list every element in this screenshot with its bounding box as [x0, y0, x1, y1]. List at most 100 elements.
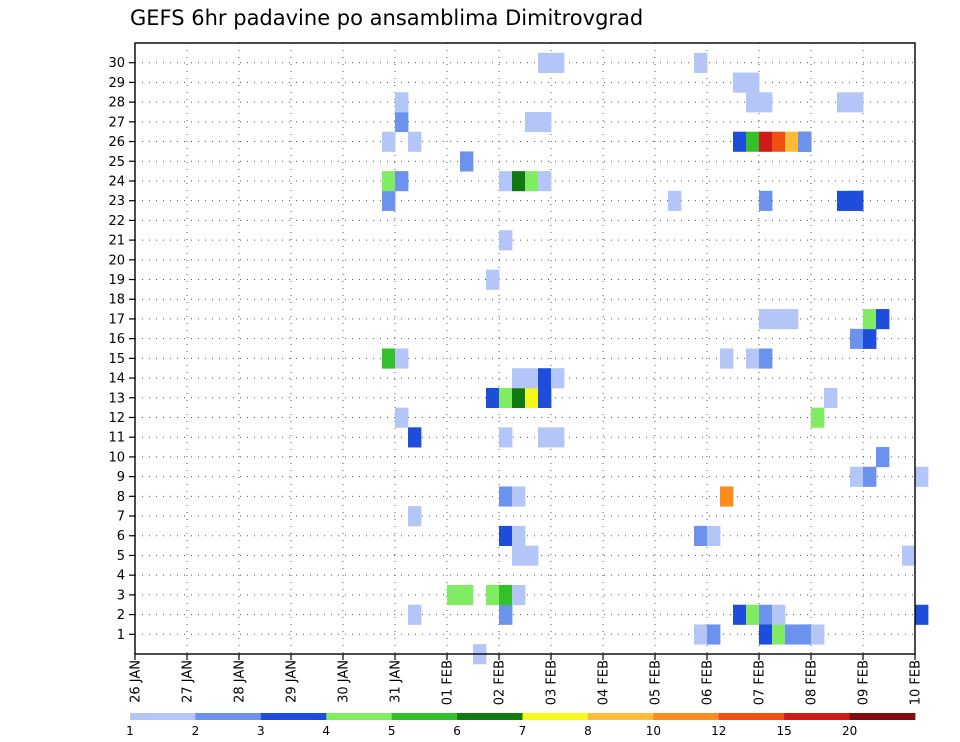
y-tick-label: 17 [108, 312, 125, 327]
y-axis: 1234567891011121314151617181920212223242… [108, 56, 135, 643]
heatmap-cell [447, 585, 461, 606]
colorbar: 1 2 3 4 5 6 7 8 10 12 15 20 [126, 713, 916, 738]
heatmap-cell [876, 447, 890, 468]
y-tick-label: 3 [117, 588, 125, 603]
heatmap-cell [551, 52, 565, 73]
heatmap-cell [746, 348, 760, 369]
x-tick-label: 03 FEB [545, 660, 560, 705]
colorbar-label: 1 [126, 724, 134, 738]
y-tick-label: 28 [108, 96, 125, 111]
heatmap-cell [512, 368, 526, 389]
y-tick-label: 14 [108, 372, 125, 387]
colorbar-swatch [849, 713, 916, 720]
y-tick-label: 30 [108, 56, 125, 71]
colorbar-swatch [587, 713, 654, 720]
colorbar-swatch [260, 713, 327, 720]
heatmap-cell [915, 466, 929, 487]
heatmap-cell [525, 111, 539, 133]
heatmap-cell [525, 387, 539, 409]
heatmap-cell [382, 131, 396, 152]
heatmap-cell [798, 131, 812, 152]
x-tick-label: 01 FEB [441, 660, 456, 705]
x-tick-label: 30 JAN [337, 660, 352, 703]
colorbar-swatch [195, 713, 262, 720]
y-tick-label: 6 [117, 529, 125, 544]
y-tick-label: 11 [108, 431, 125, 446]
heatmap-cell [538, 111, 552, 133]
heatmap-cell [395, 171, 409, 192]
plot-frame [134, 42, 916, 655]
y-tick-label: 5 [117, 549, 125, 564]
heatmap-cell [785, 624, 799, 645]
y-tick-label: 9 [117, 470, 125, 485]
heatmap-cell [538, 52, 552, 73]
colorbar-label: 8 [584, 724, 592, 738]
heatmap-cell [733, 131, 747, 152]
heatmap-cell [499, 230, 513, 251]
heatmap-cell [382, 190, 396, 211]
heatmap-cell [772, 624, 786, 645]
y-tick-label: 23 [108, 194, 125, 209]
heatmap-cell [733, 72, 747, 93]
heatmap-cell [382, 171, 396, 192]
y-tick-label: 19 [108, 273, 125, 288]
heatmap-cell [772, 309, 786, 330]
colorbar-swatch [653, 713, 720, 720]
colorbar-label: 10 [646, 724, 661, 738]
heatmap-cell [746, 604, 760, 625]
x-tick-label: 08 FEB [805, 660, 820, 705]
heatmap-cell [863, 309, 877, 330]
heatmap-cell [538, 427, 552, 448]
heatmap-cell [850, 190, 864, 211]
heatmap-cell [525, 545, 539, 566]
y-tick-label: 24 [108, 174, 125, 189]
heatmap-cell [486, 585, 500, 606]
heatmap-cell [746, 72, 760, 93]
y-tick-label: 21 [108, 234, 125, 249]
heatmap-cell [486, 387, 500, 409]
y-tick-label: 7 [117, 510, 125, 525]
heatmap-cell [772, 131, 786, 152]
y-tick-label: 26 [108, 135, 125, 150]
colorbar-label: 15 [777, 724, 792, 738]
chart-title: GEFS 6hr padavine po ansamblima Dimitrov… [130, 6, 643, 30]
x-tick-label: 04 FEB [597, 660, 612, 705]
colorbar-swatch [130, 713, 196, 720]
heatmap-cell [746, 131, 760, 152]
colorbar-swatch [718, 713, 785, 720]
y-tick-label: 4 [117, 569, 125, 584]
y-tick-label: 20 [108, 253, 125, 268]
colorbar-label: 7 [519, 724, 527, 738]
colorbar-label: 3 [257, 724, 265, 738]
y-tick-label: 8 [117, 490, 125, 505]
heatmap-cell [668, 190, 682, 211]
heatmap-cell [499, 604, 513, 625]
heatmap-cell [759, 624, 773, 645]
heatmap-cell [863, 328, 877, 349]
colorbar-swatch [784, 713, 850, 720]
x-tick-label: 29 JAN [285, 660, 300, 703]
heatmap-cell [694, 52, 708, 73]
x-tick-label: 09 FEB [857, 660, 872, 705]
x-tick-label: 05 FEB [649, 660, 664, 705]
heatmap-cell [720, 486, 734, 507]
heatmap-cell [512, 171, 526, 192]
heatmap-cell [850, 328, 864, 349]
x-tick-label: 28 JAN [233, 660, 248, 703]
heatmap-cell [720, 348, 734, 369]
colorbar-label: 4 [322, 724, 330, 738]
heatmap-cell [499, 525, 513, 546]
colorbar-swatch [391, 713, 458, 720]
heatmap-cell [759, 348, 773, 369]
heatmap-cell [460, 585, 474, 606]
heatmap-cell [759, 604, 773, 625]
heatmap-cell [395, 111, 409, 133]
colorbar-label: 2 [192, 724, 200, 738]
heatmap-cell [876, 309, 890, 330]
heatmap-cell [707, 525, 721, 546]
heatmap-cell [733, 604, 747, 625]
colorbar-swatch [326, 713, 393, 720]
heatmap-cell [811, 407, 825, 428]
heatmap-cell [408, 506, 422, 527]
heatmap-cell [395, 407, 409, 428]
